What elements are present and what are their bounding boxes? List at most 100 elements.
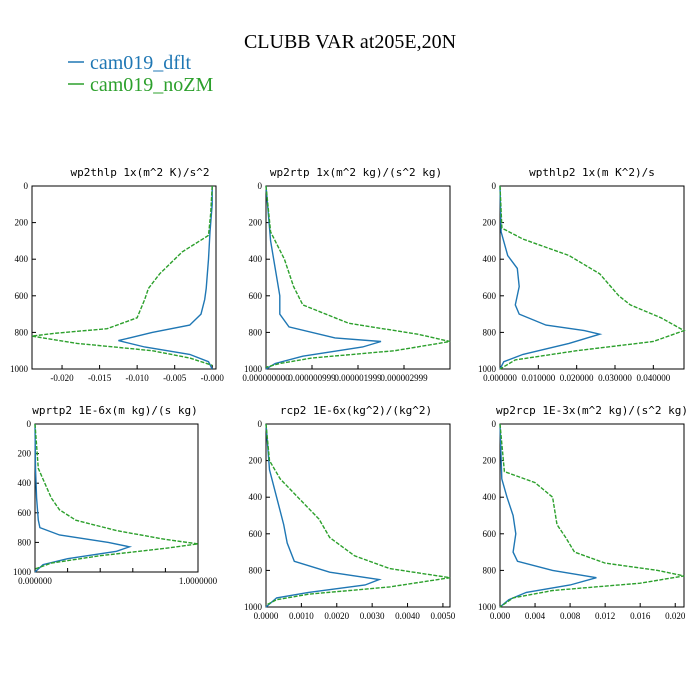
series-line-nozm [31, 185, 213, 366]
y-tick-label: 400 [249, 254, 263, 264]
y-tick-label: 0 [258, 419, 263, 429]
x-tick-label: 0.000000 [18, 576, 52, 586]
y-tick-label: 0 [24, 181, 29, 191]
panel-title: wp2rcp 1E-3x(m^2 kg)/(s^2 kg) [496, 404, 688, 417]
y-tick-label: 400 [15, 254, 29, 264]
y-tick-label: 200 [483, 456, 497, 466]
series-line-nozm [499, 185, 686, 370]
panel-0: wp2thlp 1x(m^2 K)/s^2 0 200 400 600 800 1000 -0… [10, 166, 224, 383]
y-tick-label: 1000 [478, 602, 497, 612]
legend-label-nozm: cam019_noZM [90, 74, 214, 96]
figure-title: CLUBB VAR at205E,20N [244, 31, 456, 53]
y-tick-label: 800 [15, 327, 29, 337]
y-tick-label: 0 [492, 181, 497, 191]
plot-frame [34, 423, 199, 573]
x-tick-label: 0.000002999 [380, 373, 428, 383]
x-tick-label: 0.008 [560, 611, 581, 621]
series-line-dflt [265, 185, 382, 370]
y-tick-label: 200 [15, 218, 29, 228]
y-tick-label: 1000 [13, 567, 32, 577]
x-tick-label: 0.0010 [289, 611, 314, 621]
y-tick-label: 0 [492, 419, 497, 429]
y-tick-label: 200 [483, 218, 497, 228]
x-tick-label: 0.000000 [483, 373, 517, 383]
x-tick-label: -0.010 [126, 373, 150, 383]
panel-title: wp2rtp 1x(m^2 kg)/(s^2 kg) [270, 166, 442, 179]
y-tick-label: 800 [483, 327, 497, 337]
panel-2: wpthlp2 1x(m K^2)/s 0 200 400 600 800 10000.00… [478, 166, 686, 383]
y-tick-label: 800 [483, 565, 497, 575]
plot-frame [499, 185, 685, 370]
y-tick-label: 600 [18, 508, 32, 518]
series-line-dflt [499, 423, 597, 608]
x-tick-label: 0.000001999 [334, 373, 382, 383]
x-tick-label: 0.004 [525, 611, 546, 621]
plot-frame [31, 185, 217, 370]
x-tick-label: 0.040000 [636, 373, 670, 383]
panel-1: wp2rtp 1x(m^2 kg)/(s^2 kg) 0 200 400 600 800 1… [242, 166, 451, 383]
x-tick-label: 0.000000000 [242, 373, 290, 383]
x-tick-label: 0.020000 [560, 373, 594, 383]
x-tick-label: 0.012 [595, 611, 615, 621]
y-tick-label: 200 [18, 449, 32, 459]
plot-frame [265, 185, 451, 370]
x-tick-label: -0.015 [88, 373, 112, 383]
y-tick-label: 600 [483, 291, 497, 301]
series-line-nozm [499, 423, 685, 608]
panel-title: wpthlp2 1x(m K^2)/s [529, 166, 655, 179]
series-line-nozm [34, 423, 199, 570]
x-tick-label: 0.0030 [360, 611, 385, 621]
x-tick-label: -0.020 [50, 373, 74, 383]
y-tick-label: 1000 [478, 364, 497, 374]
y-tick-label: 600 [15, 291, 29, 301]
y-tick-label: 400 [483, 254, 497, 264]
x-tick-label: -0.005 [163, 373, 187, 383]
plot-frame [499, 423, 685, 608]
y-tick-label: 400 [483, 492, 497, 502]
series-line-dflt [118, 186, 213, 370]
panels: wp2thlp 1x(m^2 K)/s^2 0 200 400 600 800 1000 -0… [10, 166, 688, 621]
y-tick-label: 600 [249, 291, 263, 301]
panel-title: wprtp2 1E-6x(m kg)/(s kg) [32, 404, 198, 417]
y-tick-label: 800 [249, 565, 263, 575]
y-tick-label: 200 [249, 456, 263, 466]
x-tick-label: 0.0050 [431, 611, 456, 621]
x-tick-label: -0.000 [201, 373, 225, 383]
y-tick-label: 0 [27, 419, 32, 429]
panel-3: wprtp2 1E-6x(m kg)/(s kg)0 200 400 600 800 10… [13, 404, 218, 586]
x-tick-label: 1.0000000 [179, 576, 218, 586]
y-tick-label: 800 [249, 327, 263, 337]
x-tick-label: 0.020 [665, 611, 686, 621]
x-tick-label: 0.0000 [254, 611, 279, 621]
panel-title: rcp2 1E-6x(kg^2)/(kg^2) [280, 404, 432, 417]
y-tick-label: 600 [249, 529, 263, 539]
y-tick-label: 800 [18, 537, 32, 547]
series-line-dflt [34, 423, 133, 573]
legend: cam019_dflt cam019_noZM [68, 52, 214, 96]
y-tick-label: 1000 [244, 364, 263, 374]
legend-label-dflt: cam019_dflt [90, 52, 192, 74]
x-tick-label: 0.030000 [598, 373, 632, 383]
series-line-nozm [265, 185, 451, 368]
y-tick-label: 1000 [244, 602, 263, 612]
y-tick-label: 600 [483, 529, 497, 539]
x-tick-label: 0.0020 [324, 611, 349, 621]
y-tick-label: 400 [18, 478, 32, 488]
x-tick-label: 0.010000 [521, 373, 555, 383]
panel-5: wp2rcp 1E-3x(m^2 kg)/(s^2 kg) 0 200 400 600 8… [478, 404, 688, 621]
y-tick-label: 200 [249, 218, 263, 228]
y-tick-label: 400 [249, 492, 263, 502]
panel-title: wp2thlp 1x(m^2 K)/s^2 [70, 166, 209, 179]
x-tick-label: 0.000000999 [288, 373, 336, 383]
panel-4: rcp2 1E-6x(kg^2)/(kg^2) 0 200 400 600 800 1000… [244, 404, 456, 621]
x-tick-label: 0.000 [490, 611, 511, 621]
series-line-nozm [265, 423, 451, 606]
x-tick-label: 0.0040 [395, 611, 420, 621]
y-tick-label: 0 [258, 181, 263, 191]
y-tick-label: 1000 [10, 364, 29, 374]
x-tick-label: 0.016 [630, 611, 651, 621]
series-line-dflt [499, 185, 603, 370]
series-line-dflt [265, 423, 382, 608]
plot-frame [265, 423, 451, 608]
